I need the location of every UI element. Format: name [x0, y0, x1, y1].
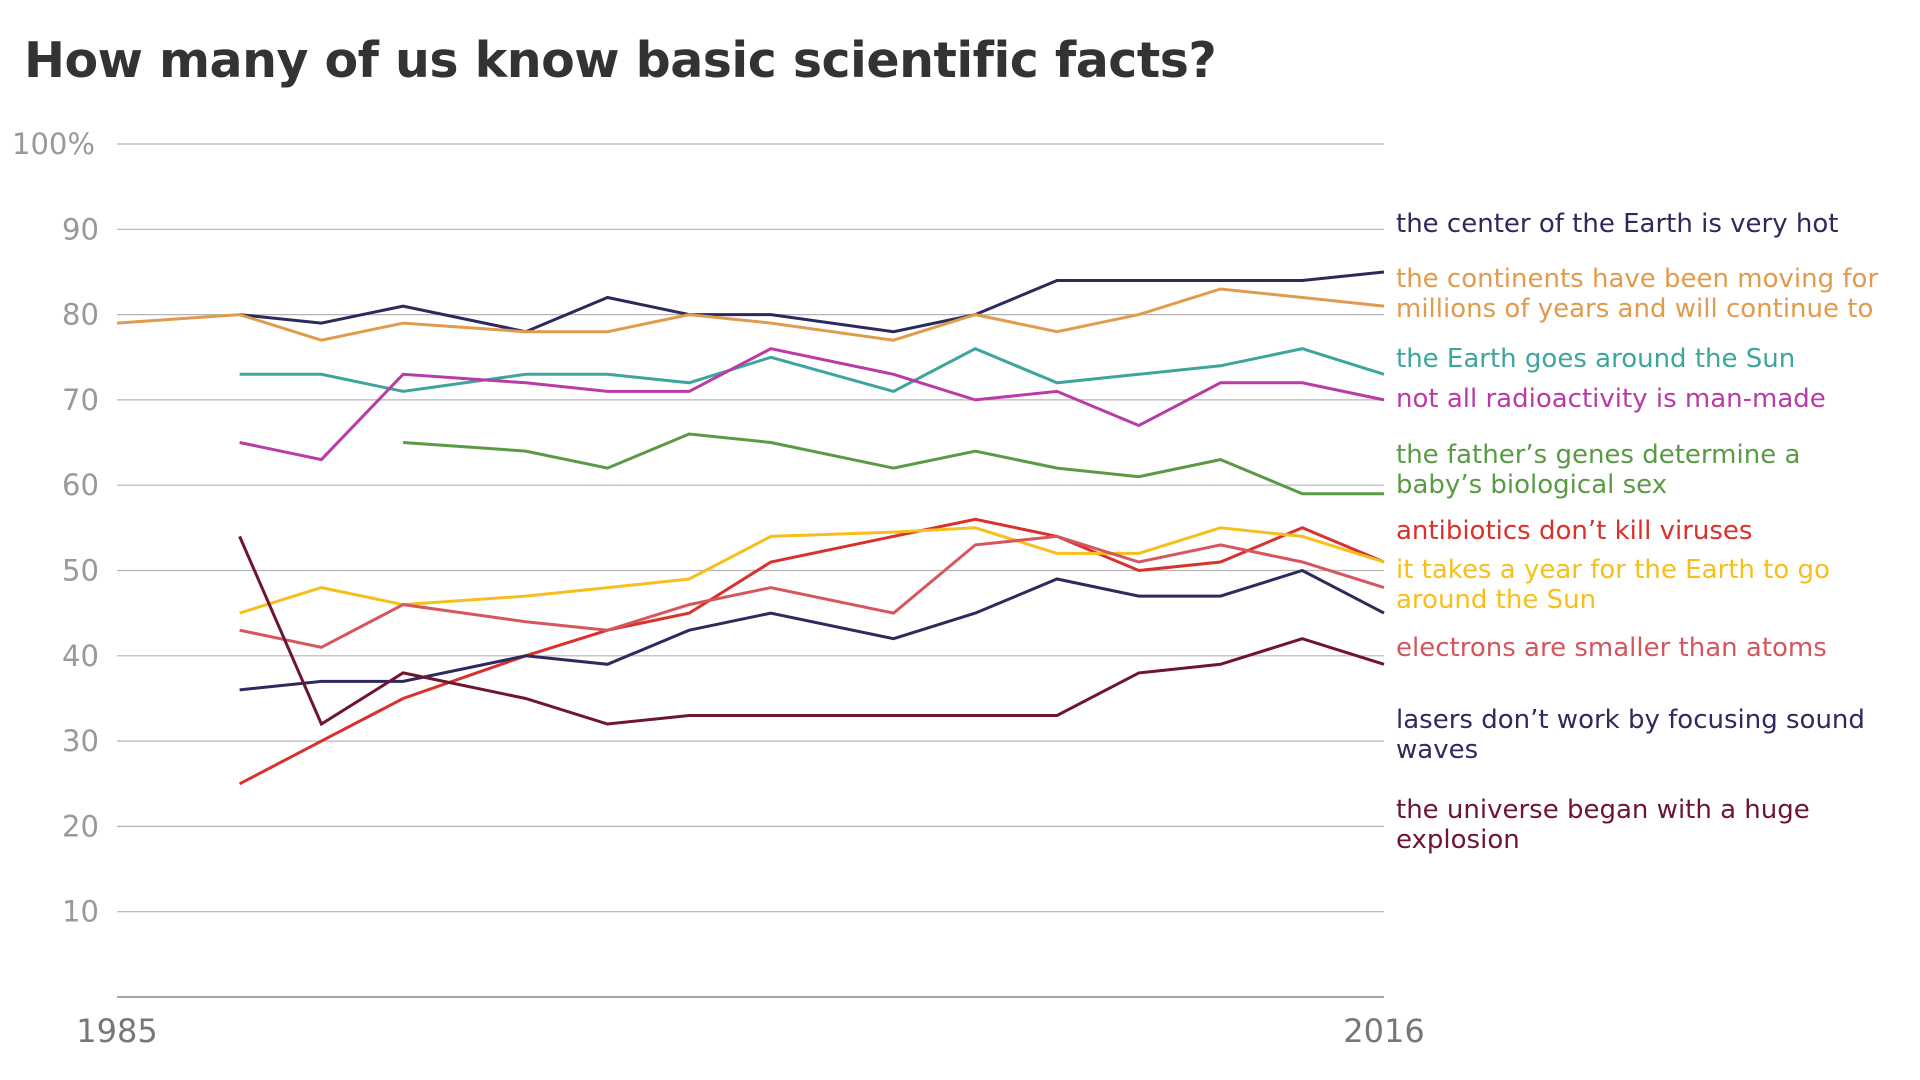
series-line-10	[238, 535, 1385, 727]
series-label-8: electrons are smaller than atoms	[1396, 633, 1827, 663]
series-line-9	[239, 568, 1385, 692]
series-label-3: the Earth goes around the Sun	[1396, 344, 1795, 374]
series-label-10: explosion	[1396, 825, 1520, 855]
series-line-8	[239, 534, 1385, 649]
y-tick-label: 10	[62, 895, 99, 929]
series-label-5: baby’s biological sex	[1396, 470, 1667, 500]
series-label-2: millions of years and will continue to	[1396, 294, 1873, 324]
y-tick-label: 90	[62, 212, 99, 246]
y-tick-label: 50	[62, 554, 99, 588]
y-tick-label: 40	[62, 639, 99, 673]
x-tick-label: 2016	[1343, 1012, 1424, 1050]
series-labels: the center of the Earth is very hot the c…	[1396, 209, 1878, 855]
series-label-4: not all radioactivity is man-made	[1396, 384, 1826, 414]
y-tick-label: 30	[62, 724, 99, 758]
gridlines	[117, 143, 1384, 998]
series-line-7	[239, 526, 1385, 615]
series-line-3	[239, 347, 1385, 394]
series-label-9: lasers don’t work by focusing sound	[1396, 705, 1865, 735]
series-lines	[116, 270, 1385, 786]
series-line-1	[239, 270, 1385, 334]
series-label-7: it takes a year for the Earth to go	[1396, 555, 1830, 585]
series-label-7: around the Sun	[1396, 585, 1596, 615]
series-line-2	[116, 287, 1385, 342]
series-label-6: antibiotics don’t kill viruses	[1396, 516, 1752, 546]
y-tick-label: 20	[62, 809, 99, 843]
series-line-5	[402, 432, 1384, 496]
series-label-1: the center of the Earth is very hot	[1396, 209, 1838, 239]
series-label-10: the universe began with a huge	[1396, 795, 1810, 825]
y-axis-tick-labels: 100% 90 80 70 60 50 40 30 20 10	[12, 127, 99, 929]
y-tick-label: 100%	[12, 127, 95, 161]
chart-title: How many of us know basic scientific fac…	[24, 32, 1217, 89]
x-axis-tick-labels: 1985 2016	[76, 1012, 1424, 1050]
series-label-9: waves	[1396, 735, 1478, 765]
x-tick-label: 1985	[76, 1012, 157, 1050]
series-line-4	[239, 347, 1385, 462]
y-tick-label: 80	[62, 298, 99, 332]
series-label-5: the father’s genes determine a	[1396, 440, 1800, 470]
series-label-2: the continents have been moving for	[1396, 264, 1878, 294]
series-line-6	[238, 517, 1385, 786]
y-tick-label: 70	[62, 383, 99, 417]
y-tick-label: 60	[62, 468, 99, 502]
